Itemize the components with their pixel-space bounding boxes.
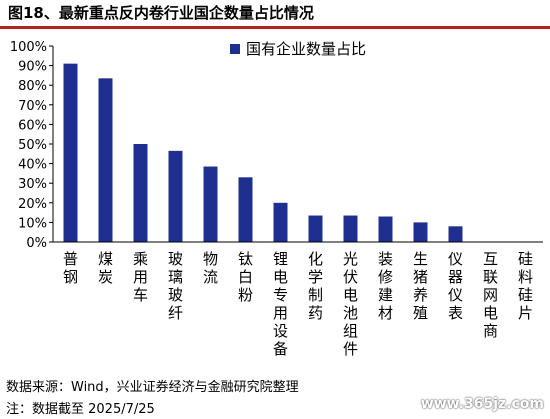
bar	[308, 215, 323, 242]
x-tick-label: 生猪养殖	[413, 250, 428, 322]
y-tick-label: 80%	[18, 79, 47, 94]
y-tick-label: 90%	[18, 60, 47, 75]
bar	[273, 202, 288, 242]
source-note: 数据来源：Wind，兴业证券经济与金融研究院整理	[6, 380, 299, 395]
y-tick-label: 20%	[18, 197, 47, 212]
watermark: www.365jz.com	[420, 396, 544, 412]
bar	[378, 216, 393, 242]
bars	[63, 63, 463, 242]
x-tick-label: 互联网电商	[483, 250, 498, 340]
y-tick-label: 70%	[18, 99, 47, 114]
x-tick-label: 装修建材	[378, 250, 393, 322]
bar	[98, 78, 113, 242]
y-tick-label: 60%	[18, 118, 47, 133]
bar	[448, 226, 463, 242]
legend: 国有企业数量占比	[230, 40, 366, 58]
bar	[63, 63, 78, 242]
title-rule	[0, 26, 550, 29]
y-tick-label: 10%	[18, 216, 47, 231]
y-axis: 0% 10% 20% 30% 40% 50% 60% 70% 80% 90% 100%	[10, 40, 54, 251]
figure-title: 图18、最新重点反内卷行业国企数量占比情况	[8, 4, 314, 22]
bar	[238, 177, 253, 242]
bar	[168, 150, 183, 242]
bar	[133, 144, 148, 242]
legend-label: 国有企业数量占比	[246, 40, 366, 58]
y-tick-label: 0%	[26, 236, 47, 251]
y-tick-label: 50%	[18, 138, 47, 153]
y-tick-label: 40%	[18, 158, 47, 173]
x-tick-label: 硅料硅片	[518, 250, 533, 322]
x-tick-label: 普钢	[63, 250, 78, 286]
y-tick-label: 100%	[10, 40, 47, 55]
x-tick-label: 仪器仪表	[448, 250, 463, 322]
x-tick-label: 光伏电池组件	[343, 250, 358, 358]
date-note: 注：数据截至 2025/7/25	[6, 402, 155, 417]
x-tick-label: 化学制药	[308, 250, 323, 322]
x-tick-label: 钛白粉	[238, 250, 253, 304]
x-tick-label: 玻璃玻纤	[168, 250, 183, 322]
bar	[343, 215, 358, 242]
bar	[203, 166, 218, 242]
bar	[413, 222, 428, 242]
legend-swatch	[230, 44, 240, 54]
x-tick-label: 煤炭	[98, 250, 113, 286]
y-tick-label: 30%	[18, 177, 47, 192]
bar-chart: 0% 10% 20% 30% 40% 50% 60% 70% 80% 90% 100% 普钢煤炭乘用…	[10, 40, 543, 358]
x-tick-label: 锂电专用设备	[273, 250, 288, 358]
x-tick-label: 乘用车	[133, 250, 148, 304]
x-tick-label: 物流	[203, 250, 218, 286]
